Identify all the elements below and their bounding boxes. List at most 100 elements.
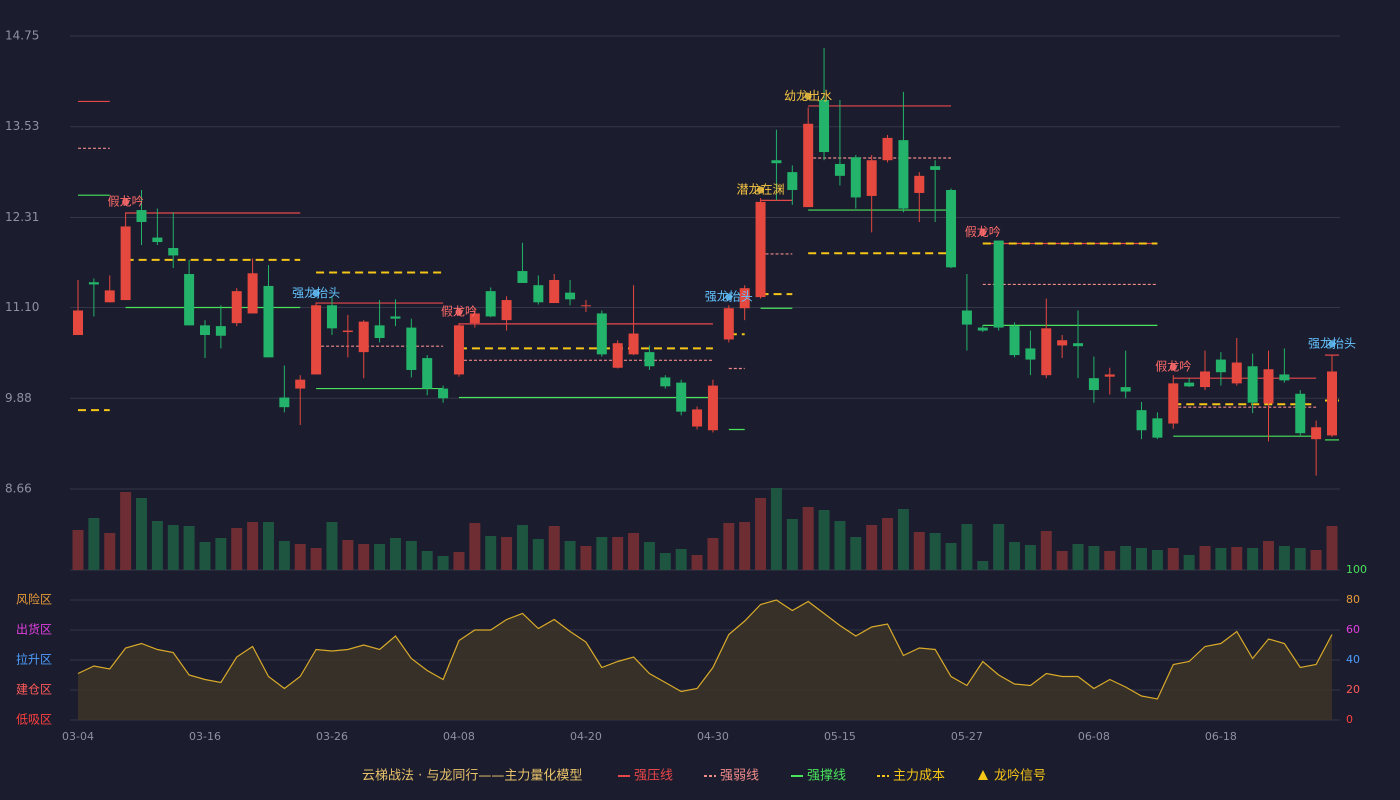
signal-marker [1169,363,1177,371]
volume-bar [1136,548,1148,570]
candle-body [406,327,417,370]
candle-body [295,379,306,389]
volume-bar [1263,541,1275,570]
candle-body [1231,362,1242,384]
volume-bar [675,549,687,570]
volume-bar [1231,547,1243,570]
candle-body [676,382,687,412]
volume-bar [453,552,465,570]
candle-body [1057,340,1068,346]
volume-bar [516,525,528,570]
volume-bar [564,541,576,570]
indicator-line [77,599,1333,700]
x-tick-label: 05-15 [824,730,856,743]
candle-body [1120,387,1131,392]
volume-bar [929,533,941,570]
volume-bar [1072,544,1084,570]
y-tick-label: 11.10 [5,300,39,314]
candle-body [930,166,941,170]
legend-title: 云梯战法 · 与龙同行——主力量化模型 [362,769,582,784]
volume-bar [882,518,894,570]
candle-body [390,316,401,319]
volume-bar [707,538,719,570]
volume-bar [151,521,163,570]
x-tick-label: 04-20 [570,730,602,743]
volume-bar [389,538,401,570]
volume-bar [913,532,925,570]
volume-bar [834,521,846,570]
candle-body [977,327,988,331]
volume-bar [120,492,132,570]
y2-tick-label: 40 [1346,653,1360,666]
volume-bar [215,538,227,570]
volume-bar [1056,551,1068,570]
candle-body [692,409,703,427]
candle-body [453,325,464,375]
candle-body [1041,328,1052,376]
candle-body [1295,393,1306,434]
volume-bar [1215,548,1227,570]
candle-body [533,285,544,303]
candle-body [882,137,893,161]
y-tick-label: 14.75 [5,29,39,43]
zone-label: 出货区 [16,622,52,637]
candle-body [342,330,353,333]
volume-bar [135,498,147,570]
volume-bar [1009,542,1021,570]
volume-bar [485,536,497,570]
volume-bar [961,524,973,570]
volume-bar [1040,531,1052,570]
y2-tick-label: 20 [1346,683,1360,696]
candle-body [850,157,861,198]
volume-bar [628,533,640,570]
candle-body [1311,427,1322,440]
legend-label: 强压线 [634,769,673,784]
volume-bar [199,542,211,570]
volume-bar [1183,555,1195,570]
candle-body [771,160,782,164]
candle-body [374,325,385,338]
volume-bar [596,537,608,570]
candle-body [1025,348,1036,360]
x-tick-label: 03-16 [189,730,221,743]
candle-body [231,291,242,324]
candle-body [422,358,433,389]
volume-bar [1199,546,1211,570]
candle-body [1247,366,1258,403]
signal-marker [122,198,130,206]
volume-bar [802,507,814,570]
candle-body [1104,374,1115,377]
candle-body [1184,382,1195,387]
y2-tick-label: 100 [1346,563,1367,576]
candle-body [993,240,1004,328]
candle-body [596,313,607,355]
signal-marker [455,308,463,316]
signal-marker [725,293,733,301]
volume-bar [1151,550,1163,570]
volume-bar [1120,546,1132,570]
volume-bar [1104,551,1116,570]
candle-body [311,305,322,375]
volume-bar [326,522,338,570]
volume-bar [262,522,274,570]
candle-body [120,226,131,301]
candle-body [961,310,972,325]
candle-body [199,325,210,336]
volume-bar [278,541,290,570]
candle-body [739,288,750,309]
legend-label: 龙吟信号 [994,768,1046,784]
candle-body [1152,418,1163,438]
candle-body [1263,369,1274,404]
volume-bar [866,525,878,570]
candle-body [1279,374,1290,381]
x-tick-label: 03-26 [316,730,348,743]
y2-tick-label: 80 [1346,593,1360,606]
legend-label: 主力成本 [893,769,945,784]
signal-marker [804,92,812,100]
candle-body [707,385,718,431]
volume-bar [580,546,592,570]
indicator-area [78,600,1332,720]
volume-bar [897,509,909,570]
volume-bar [659,553,671,570]
